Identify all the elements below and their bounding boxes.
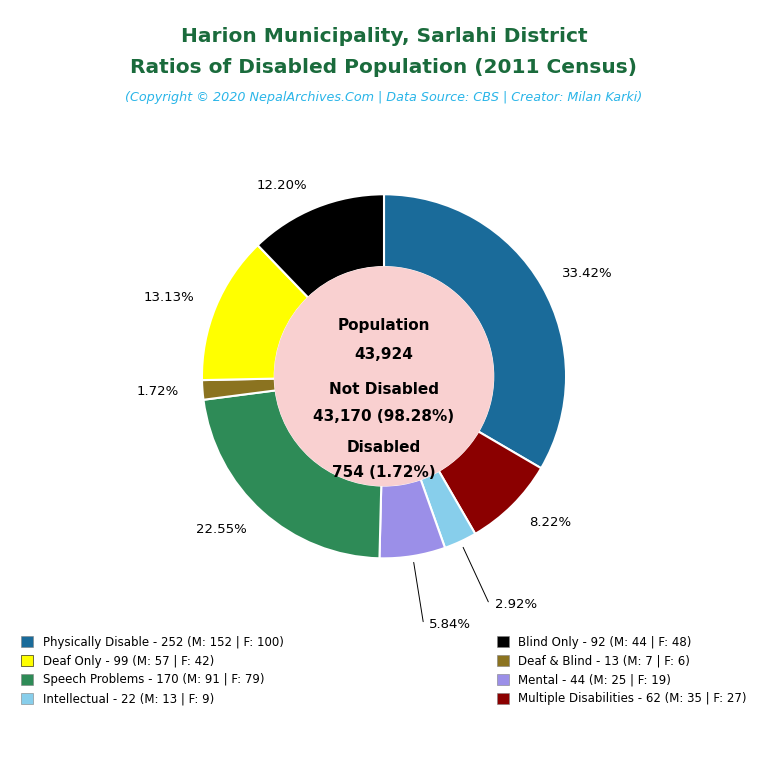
- Text: 5.84%: 5.84%: [429, 618, 471, 631]
- Text: 12.20%: 12.20%: [257, 179, 307, 192]
- Text: 43,924: 43,924: [355, 347, 413, 362]
- Wedge shape: [421, 471, 475, 548]
- Text: Population: Population: [338, 318, 430, 333]
- Text: 2.92%: 2.92%: [495, 598, 537, 611]
- Wedge shape: [384, 194, 566, 468]
- Text: 8.22%: 8.22%: [529, 515, 571, 528]
- Wedge shape: [258, 194, 384, 298]
- Text: 754 (1.72%): 754 (1.72%): [333, 465, 435, 480]
- Text: 1.72%: 1.72%: [137, 386, 179, 399]
- Wedge shape: [202, 379, 276, 400]
- Text: (Copyright © 2020 NepalArchives.Com | Data Source: CBS | Creator: Milan Karki): (Copyright © 2020 NepalArchives.Com | Da…: [125, 91, 643, 104]
- Text: Ratios of Disabled Population (2011 Census): Ratios of Disabled Population (2011 Cens…: [131, 58, 637, 77]
- Text: Disabled: Disabled: [347, 440, 421, 455]
- Wedge shape: [202, 245, 308, 380]
- Text: Not Disabled: Not Disabled: [329, 382, 439, 396]
- Wedge shape: [439, 432, 541, 534]
- Circle shape: [275, 267, 493, 485]
- Legend: Blind Only - 92 (M: 44 | F: 48), Deaf & Blind - 13 (M: 7 | F: 6), Mental - 44 (M: Blind Only - 92 (M: 44 | F: 48), Deaf & …: [497, 636, 746, 705]
- Text: 43,170 (98.28%): 43,170 (98.28%): [313, 409, 455, 424]
- Wedge shape: [204, 390, 381, 558]
- Text: 13.13%: 13.13%: [143, 291, 194, 304]
- Text: Harion Municipality, Sarlahi District: Harion Municipality, Sarlahi District: [180, 27, 588, 46]
- Wedge shape: [379, 479, 445, 558]
- Text: 33.42%: 33.42%: [562, 267, 613, 280]
- Text: 22.55%: 22.55%: [196, 523, 247, 535]
